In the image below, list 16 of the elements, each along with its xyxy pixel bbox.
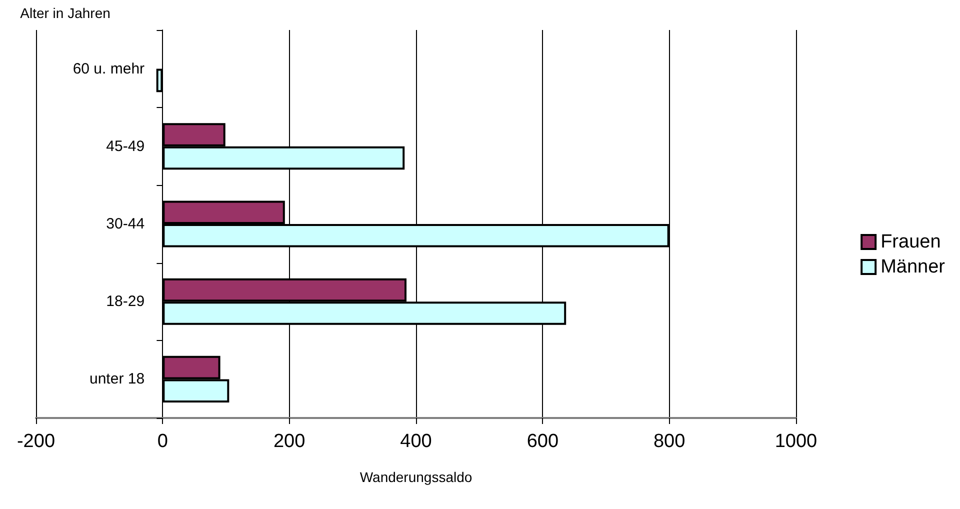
legend-label: Frauen [880, 232, 941, 252]
x-tick-label: 400 [400, 431, 432, 452]
x-tick-label: 1000 [774, 431, 818, 452]
x-tick-label: -200 [16, 431, 56, 452]
y-tick-label: 30-44 [106, 216, 145, 232]
y-tick-label: unter 18 [90, 370, 145, 388]
y-tick-label: 60 u. mehr [72, 60, 145, 78]
x-axis-title: Wanderungssaldo [360, 469, 472, 485]
x-tick-label: 0 [157, 431, 168, 452]
x-tick-label: 600 [526, 431, 559, 452]
legend-label: Männer [880, 256, 946, 278]
x-tick-label: 200 [273, 431, 306, 452]
x-tick-label: 800 [653, 431, 686, 452]
y-tick-label: 45-49 [106, 138, 145, 155]
y-tick-label: 18-29 [106, 293, 145, 310]
y-axis-title: Alter in Jahren [20, 5, 110, 21]
